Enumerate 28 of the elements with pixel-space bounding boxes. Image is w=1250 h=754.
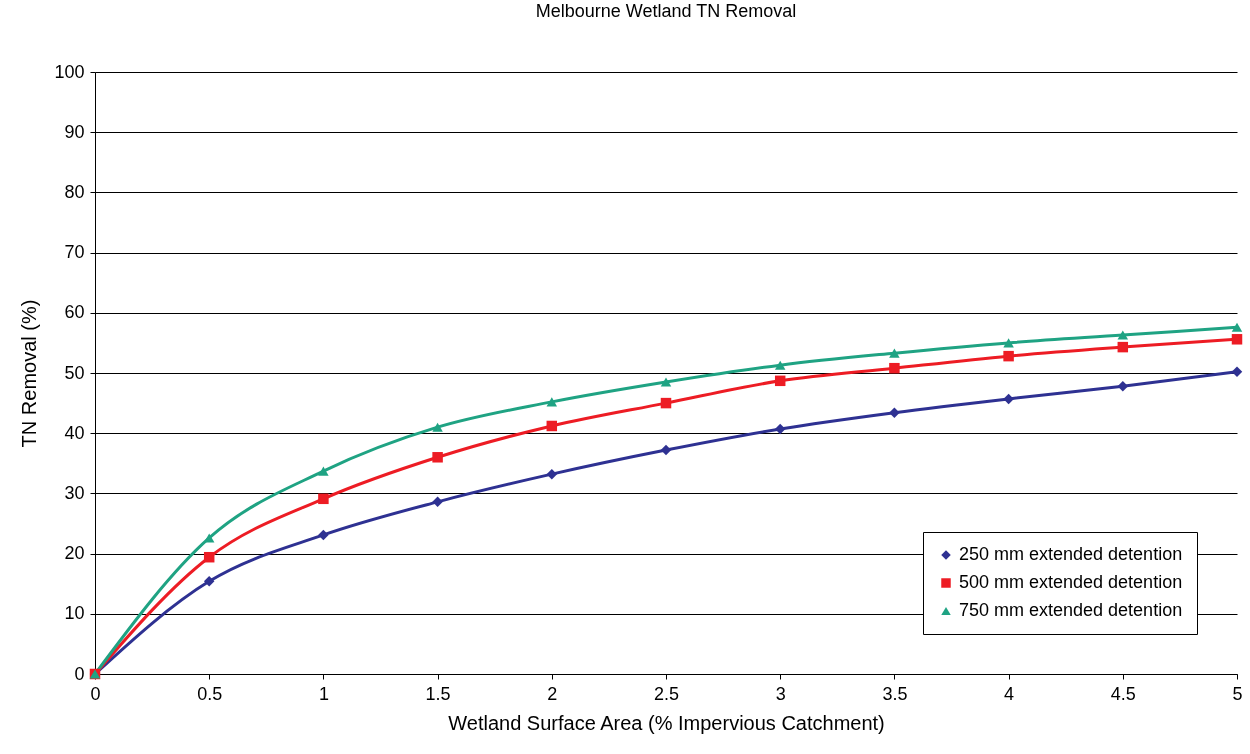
y-tick-label: 30 bbox=[64, 482, 85, 503]
legend-label: 250 mm extended detention bbox=[959, 544, 1183, 564]
x-tick-label: 4 bbox=[1004, 683, 1015, 704]
x-tick-label: 1.5 bbox=[425, 683, 451, 704]
x-tick-label: 1 bbox=[318, 683, 329, 704]
x-tick-label: 0 bbox=[90, 683, 101, 704]
x-tick-label: 5 bbox=[1232, 683, 1243, 704]
y-tick-label: 20 bbox=[64, 543, 85, 564]
y-tick-label: 70 bbox=[64, 242, 85, 263]
legend-label: 500 mm extended detention bbox=[959, 572, 1183, 592]
legend-label: 750 mm extended detention bbox=[959, 600, 1183, 620]
x-tick-label: 3.5 bbox=[882, 683, 908, 704]
y-tick-label: 40 bbox=[64, 422, 85, 443]
y-axis-title: TN Removal (%) bbox=[18, 299, 41, 448]
x-tick-label: 4.5 bbox=[1110, 683, 1136, 704]
x-tick-label: 2 bbox=[547, 683, 558, 704]
y-tick-label: 10 bbox=[64, 603, 85, 624]
x-tick-label: 0.5 bbox=[197, 683, 223, 704]
y-tick-label: 60 bbox=[64, 302, 85, 323]
x-tick-label: 3 bbox=[775, 683, 786, 704]
y-tick-label: 50 bbox=[64, 362, 85, 383]
y-tick-label: 90 bbox=[64, 121, 85, 142]
y-tick-label: 0 bbox=[74, 663, 85, 684]
x-axis-title: Wetland Surface Area (% Impervious Catchment) bbox=[448, 711, 885, 734]
y-tick-label: 100 bbox=[54, 61, 85, 82]
y-tick-label: 80 bbox=[64, 181, 85, 202]
chart-title: Melbourne Wetland TN Removal bbox=[535, 1, 797, 21]
x-tick-label: 2.5 bbox=[653, 683, 680, 704]
